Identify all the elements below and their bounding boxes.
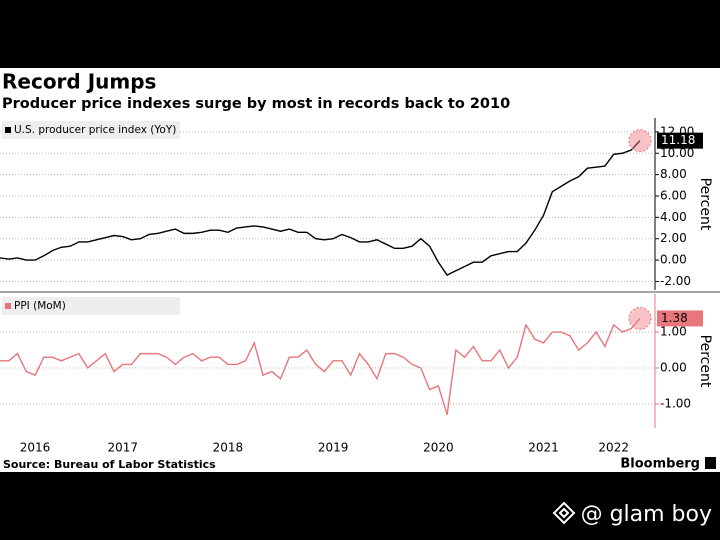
x-tick-label: 2022 [598,441,629,455]
y-tick-label: 0.00 [660,361,687,375]
y-tick-label: -1.00 [660,396,691,410]
x-tick-label: 2016 [20,441,51,455]
legend-swatch [5,127,11,133]
last-point-highlight [628,129,652,153]
y-tick-label: 0.00 [660,253,687,267]
legend-label: PPI (MoM) [14,300,66,312]
logo-icon [705,457,716,469]
last-point-highlight [628,306,652,330]
y-tick-label: 6.00 [660,188,687,202]
legend-label: U.S. producer price index (YoY) [14,124,176,136]
x-tick-label: 2019 [318,441,349,455]
x-tick-label: 2017 [107,441,138,455]
watermark-icon [552,501,576,525]
last-value-box [657,132,703,149]
chart-subtitle: Producer price indexes surge by most in … [2,96,510,112]
x-tick-label: 2021 [528,441,559,455]
last-value-box [657,310,703,327]
legend-background [2,297,180,315]
logo: Bloomberg [620,457,700,472]
x-tick-label: 2020 [423,441,454,455]
y-tick-label: 8.00 [660,167,687,181]
last-value-label: 11.18 [661,133,695,147]
y-tick-label: -2.00 [660,274,691,288]
y-tick-label: 10.00 [660,146,694,160]
y-tick-label: 4.00 [660,210,687,224]
y-axis-label: Percent [697,335,713,388]
legend-background [2,121,180,139]
y-tick-label: 2.00 [660,231,687,245]
x-tick-label: 2018 [213,441,244,455]
series-line [0,317,641,415]
y-axis-label: Percent [697,178,713,231]
legend-swatch [5,303,11,309]
source: Source: Bureau of Labor Statistics [3,458,216,471]
chart-title: Record Jumps [2,70,156,94]
series-line [0,140,641,276]
last-value-label: 1.38 [661,311,688,325]
watermark: @ glam boy [581,502,712,527]
y-tick-label: 1.00 [660,325,687,339]
